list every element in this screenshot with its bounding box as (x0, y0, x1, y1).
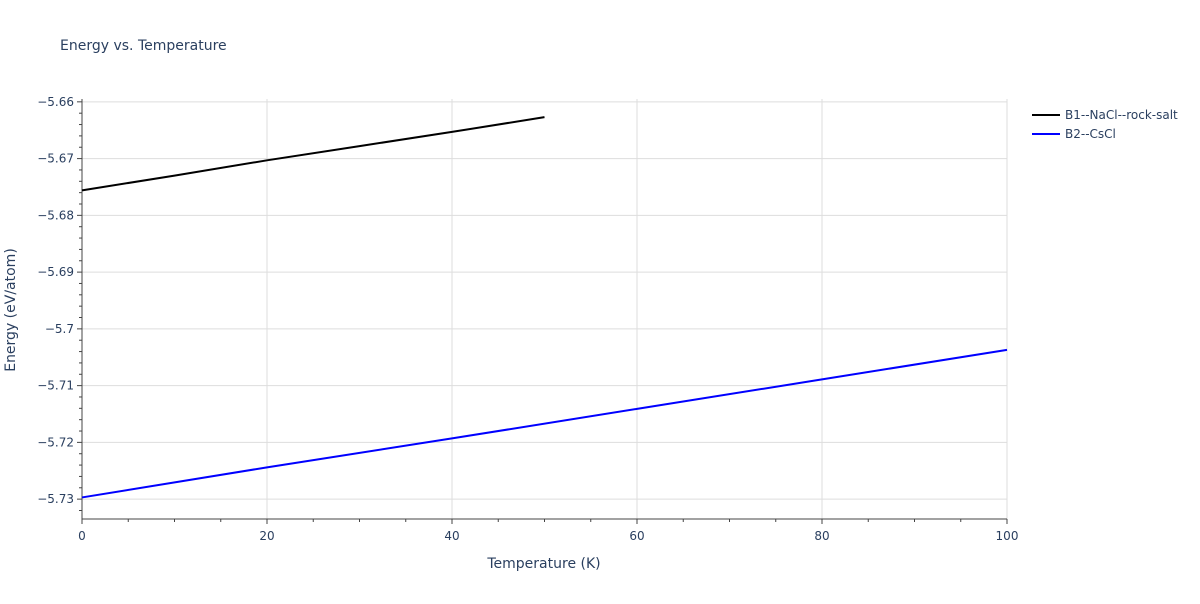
x-tick-label: 20 (259, 529, 274, 543)
legend[interactable]: B1--NaCl--rock-salt B2--CsCl (1032, 108, 1178, 141)
axes: 0 20 40 60 80 100 −5.66 −5.67 −5.68 −5.69 −5.7 −5.7… (37, 95, 1018, 543)
grid (82, 99, 1008, 519)
y-tick-label: −5.67 (37, 152, 74, 166)
y-tick-label: −5.68 (37, 208, 74, 222)
y-tick-label: −5.71 (37, 379, 74, 393)
x-tick-label: 0 (78, 529, 86, 543)
x-tick-label: 60 (629, 529, 644, 543)
y-tick-label: −5.7 (45, 322, 74, 336)
y-tick-label: −5.66 (37, 95, 74, 109)
series-line-2 (81, 348, 1008, 499)
x-tick-label: 40 (444, 529, 459, 543)
x-tick-label: 100 (996, 529, 1019, 543)
legend-label[interactable]: B1--NaCl--rock-salt (1065, 108, 1178, 122)
y-tick-label: −5.73 (37, 492, 74, 506)
x-axis-title: Temperature (K) (486, 556, 600, 572)
legend-label[interactable]: B2--CsCl (1065, 127, 1116, 141)
y-tick-label: −5.72 (37, 435, 74, 449)
series-layer (81, 116, 1008, 499)
chart-title: Energy vs. Temperature (60, 38, 227, 54)
y-axis-title: Energy (eV/atom) (3, 248, 19, 372)
x-tick-label: 80 (814, 529, 829, 543)
series-line-1 (81, 116, 545, 192)
y-tick-label: −5.69 (37, 265, 74, 279)
